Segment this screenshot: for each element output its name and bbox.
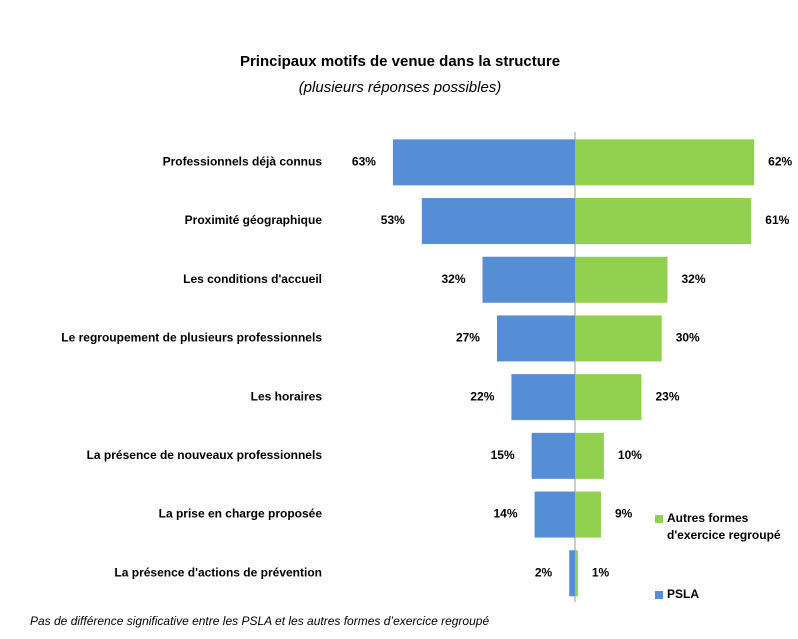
bar <box>496 315 575 362</box>
bar <box>575 374 642 421</box>
bar <box>575 491 602 538</box>
bar <box>575 550 578 597</box>
bar <box>392 139 575 186</box>
value-label: 27% <box>456 331 480 345</box>
bar <box>575 139 755 186</box>
legend-swatch <box>655 515 663 523</box>
bar <box>531 432 575 479</box>
category-label: La présence de nouveaux professionnels <box>87 448 323 462</box>
value-label: 62% <box>768 155 792 169</box>
category-label: Proximité géographique <box>185 213 323 227</box>
chart-title: Principaux motifs de venue dans la struc… <box>240 53 560 70</box>
category-label: Professionnels déjà connus <box>163 155 323 169</box>
value-label: 30% <box>676 331 700 345</box>
value-label: 23% <box>655 389 679 403</box>
bar <box>575 256 668 303</box>
chart-subtitle: (plusieurs réponses possibles) <box>299 79 502 96</box>
value-label: 2% <box>535 565 553 579</box>
value-label: 22% <box>470 389 494 403</box>
value-label: 32% <box>441 272 465 286</box>
value-label: 15% <box>491 448 515 462</box>
bar <box>575 315 662 362</box>
value-label: 14% <box>494 507 518 521</box>
legend-label: PSLA <box>667 587 700 601</box>
bar <box>482 256 575 303</box>
legend-swatch <box>655 591 663 599</box>
bar <box>534 491 575 538</box>
category-label: La prise en charge proposée <box>159 507 323 521</box>
bar <box>569 550 575 597</box>
value-label: 53% <box>381 213 405 227</box>
category-label: Le regroupement de plusieurs professionn… <box>61 331 322 345</box>
value-label: 10% <box>618 448 642 462</box>
category-label: La présence d'actions de prévention <box>114 565 322 579</box>
category-label: Les conditions d'accueil <box>183 272 322 286</box>
category-label: Les horaires <box>251 389 323 403</box>
value-label: 32% <box>681 272 705 286</box>
bar <box>575 432 604 479</box>
value-label: 61% <box>765 213 789 227</box>
value-label: 63% <box>352 155 376 169</box>
bar <box>421 198 575 245</box>
value-label: 1% <box>592 565 610 579</box>
bar <box>575 198 752 245</box>
value-label: 9% <box>615 507 633 521</box>
bar <box>511 374 575 421</box>
note: Pas de différence significative entre le… <box>30 614 489 628</box>
legend-label: Autres formes d'exercice regroupé <box>667 511 781 542</box>
